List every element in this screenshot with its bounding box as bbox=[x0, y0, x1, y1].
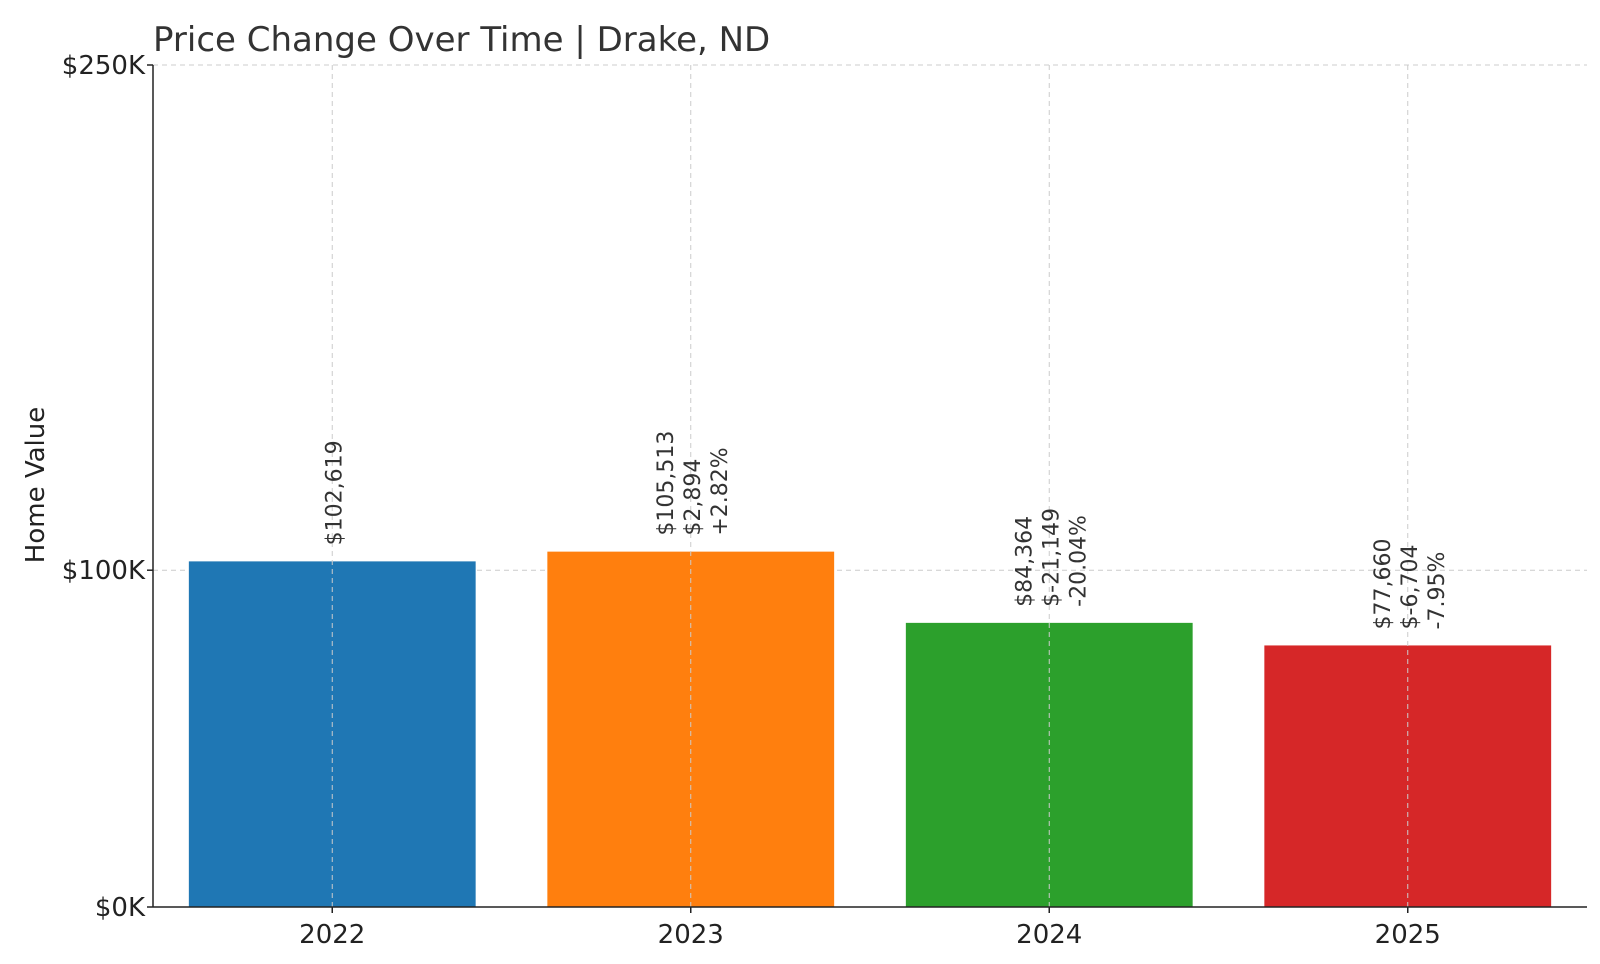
data-label: $-21,149 bbox=[1039, 508, 1064, 607]
axes bbox=[152, 65, 1587, 908]
data-label: $2,894 bbox=[681, 459, 706, 536]
data-label: $84,364 bbox=[1012, 516, 1037, 607]
y-tick-label: $100K bbox=[62, 556, 146, 586]
bar-2023 bbox=[547, 551, 835, 907]
data-label: $-6,704 bbox=[1398, 545, 1423, 630]
chart-title: Price Change Over Time | Drake, ND bbox=[153, 20, 770, 60]
data-label: $77,660 bbox=[1371, 538, 1396, 629]
data-label: -20.04% bbox=[1066, 515, 1091, 607]
tick-labels: $0K $100K $250K 2022 2023 2024 2025 bbox=[62, 51, 1441, 950]
data-label: +2.82% bbox=[708, 447, 733, 535]
y-tick-label: $250K bbox=[62, 51, 146, 81]
x-tick-label: 2025 bbox=[1375, 920, 1441, 950]
y-axis-label: Home Value bbox=[21, 407, 51, 563]
grid-lines bbox=[153, 64, 1587, 571]
x-tick-label: 2023 bbox=[658, 920, 724, 950]
data-label: -7.95% bbox=[1425, 552, 1450, 630]
data-labels: $102,619 $105,513 $2,894 +2.82% $84,364 $-21,… bbox=[322, 431, 1450, 630]
data-label: $102,619 bbox=[322, 440, 347, 545]
x-tick-label: 2022 bbox=[299, 920, 365, 950]
bar-2024 bbox=[905, 622, 1193, 907]
y-tick-label: $0K bbox=[95, 893, 146, 923]
vertical-grid-lines bbox=[331, 65, 1409, 907]
x-tick-label: 2024 bbox=[1016, 920, 1082, 950]
bars bbox=[188, 551, 1552, 907]
data-label: $105,513 bbox=[654, 431, 679, 536]
